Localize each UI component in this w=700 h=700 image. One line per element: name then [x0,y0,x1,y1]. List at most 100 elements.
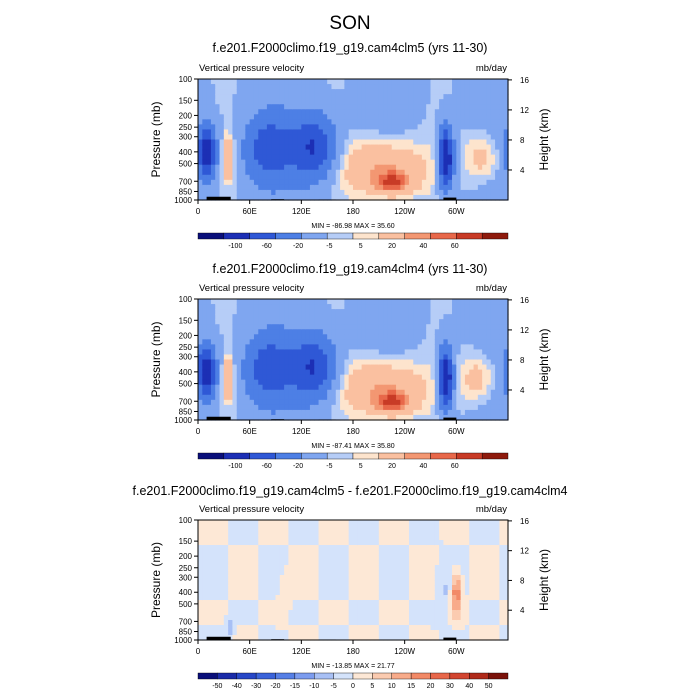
heatmap-cell [206,575,212,581]
heatmap-cell [439,164,445,171]
y-tick-label: 200 [179,331,193,340]
heatmap-cell [456,104,462,110]
heatmap-cell [391,625,397,631]
heatmap-cell [232,94,238,100]
heatmap-cell [361,394,367,401]
heatmap-cell [374,585,380,591]
heatmap-cell [456,89,462,95]
heatmap-cell [331,299,337,305]
heatmap-cell [305,159,311,166]
heatmap-cell [426,404,432,411]
heatmap-cell [495,329,500,335]
heatmap-cell [275,384,281,391]
heatmap-cell [275,374,281,381]
heatmap-cell [262,104,268,110]
heatmap-cell [292,79,298,85]
heatmap-cell [348,359,354,366]
heatmap-cell [400,99,406,105]
heatmap-cell [344,550,350,556]
heatmap-cell [344,124,350,131]
heatmap-cell [245,174,251,181]
heatmap-cell [482,94,488,100]
heatmap-cell [258,625,264,631]
heatmap-cell [258,179,264,186]
heatmap-cell [499,319,505,325]
heatmap-cell [305,319,311,325]
heatmap-cell [400,344,406,351]
colorbar-label: -5 [326,243,332,250]
heatmap-cell [228,535,234,541]
heatmap-cell [370,404,376,411]
heatmap-cell [331,129,337,136]
heatmap-cell [413,299,419,305]
heatmap-cell [288,530,294,536]
heatmap-cell [417,610,423,616]
heatmap-cell [417,324,423,330]
heatmap-cell [387,399,393,406]
heatmap-cell [426,625,432,631]
heatmap-cell [288,595,294,601]
heatmap-cell [249,184,255,191]
heatmap-cell [473,174,479,181]
heatmap-cell [434,575,440,581]
heatmap-cell [452,334,457,340]
heatmap-cell [421,635,427,641]
heatmap-cell [443,550,449,556]
heatmap-cell [421,394,427,401]
heatmap-cell [232,309,238,315]
heatmap-cell [417,124,423,131]
heatmap-cell [301,139,307,146]
heatmap-cell [309,144,315,151]
heatmap-cell [219,610,225,616]
heatmap-cell [232,364,238,371]
heatmap-cell [443,154,449,161]
heatmap-cell [486,124,492,131]
heatmap-cell [361,389,367,396]
heatmap [198,520,509,641]
heatmap-cell [426,164,432,171]
heatmap-cell [301,364,307,371]
colorbar-swatch [197,452,225,460]
heatmap-cell [443,575,449,581]
heatmap-cell [228,555,234,561]
heatmap-cell [327,334,333,340]
heatmap-cell [279,169,285,176]
heatmap-cell [249,164,255,171]
heatmap-cell [417,349,423,356]
heatmap-cell [305,620,311,626]
heatmap-cell [503,89,509,95]
heatmap-cell [348,179,354,186]
heatmap-cell [331,349,337,356]
heatmap-cell [408,324,414,330]
heatmap-cell [198,359,203,366]
heatmap-cell [499,334,505,340]
heatmap-cell [447,359,453,366]
heatmap-cell [245,349,251,356]
heatmap-cell [305,635,311,641]
heatmap-cell [215,565,221,571]
heatmap-cell [396,630,401,636]
heatmap-cell [228,134,234,141]
heatmap-cell [340,84,345,90]
heatmap-cell [331,314,337,320]
heatmap-cell [206,334,212,340]
heatmap-cell [223,114,229,120]
heatmap-cell [408,374,414,381]
heatmap-cell [400,319,406,325]
heatmap-cell [495,154,500,161]
heatmap-cell [490,184,496,191]
heatmap-cell [490,164,496,171]
heatmap-cell [245,530,251,536]
heatmap-cell [314,194,320,201]
heatmap-cell [348,344,354,351]
heatmap-cell [236,79,242,85]
heatmap-cell [387,94,393,100]
heatmap-cell [396,329,401,335]
heatmap-cell [452,314,457,320]
heatmap-cell [421,354,427,361]
heatmap-cell [245,635,251,641]
heatmap-cell [219,394,225,401]
heatmap-cell [322,174,328,181]
heatmap-cell [426,595,432,601]
heatmap-cell [370,409,376,416]
